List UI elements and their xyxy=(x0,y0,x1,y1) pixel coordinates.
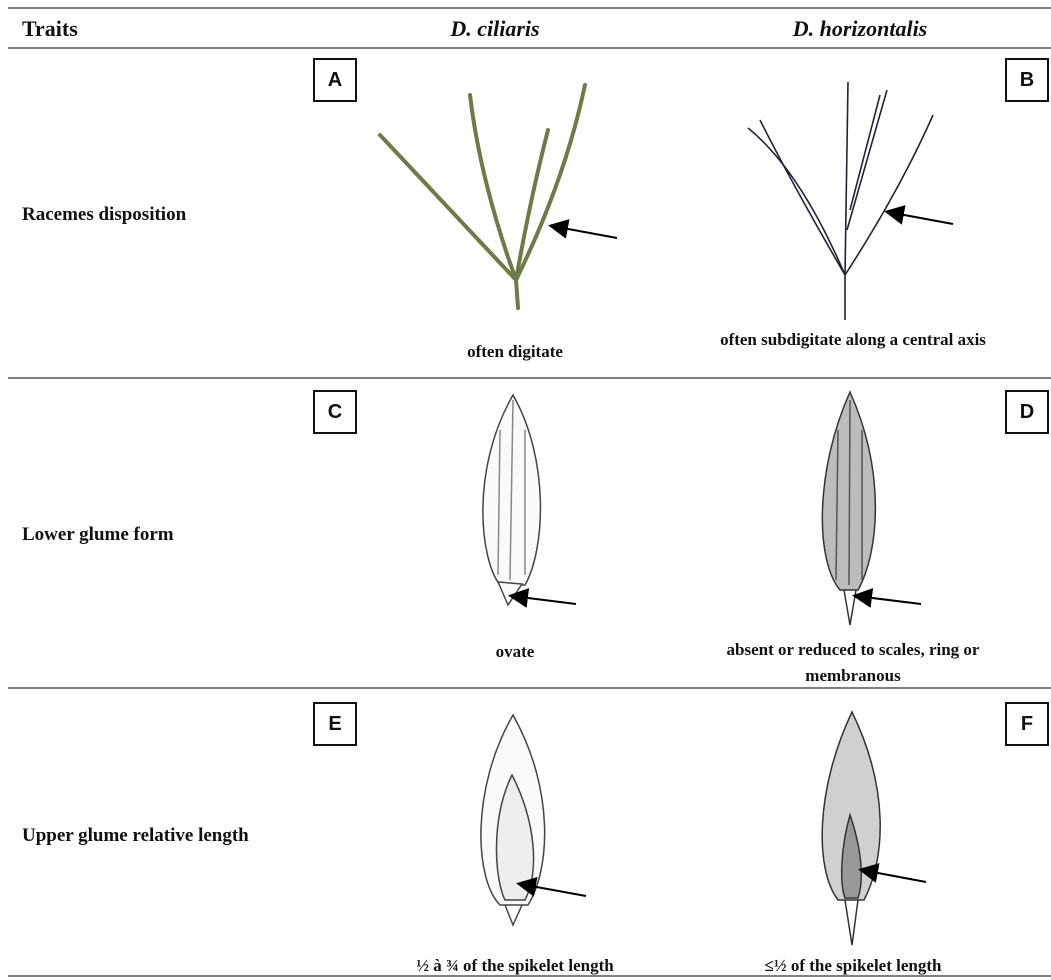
caption: often subdigitate along a central axis xyxy=(698,327,1008,353)
panel-letter: E xyxy=(313,702,357,746)
trait-label: Racemes disposition xyxy=(22,204,186,226)
panel-letter: A xyxy=(313,58,357,102)
illustration-c xyxy=(483,395,541,605)
illustration-a xyxy=(380,85,585,308)
illustration-d xyxy=(822,392,875,625)
header-traits: Traits xyxy=(22,16,78,42)
illustration-f xyxy=(822,712,880,945)
caption: absent or reduced to scales, ring or mem… xyxy=(698,637,1008,689)
page: Traits D. ciliaris D. horizontalis Racem… xyxy=(0,0,1051,980)
panel-letter: D xyxy=(1005,390,1049,434)
panel-letter: B xyxy=(1005,58,1049,102)
trait-label: Upper glume relative length xyxy=(22,825,249,847)
panel-letter: F xyxy=(1005,702,1049,746)
caption: ovate xyxy=(360,639,670,665)
trait-label: Lower glume form xyxy=(22,524,174,546)
caption: ½ à ¾ of the spikelet length xyxy=(360,953,670,979)
panel-letter: C xyxy=(313,390,357,434)
header-species: D. ciliaris xyxy=(430,16,560,42)
header-species: D. horizontalis xyxy=(770,16,950,42)
illustration-b xyxy=(748,82,933,320)
caption: ≤½ of the spikelet length xyxy=(698,953,1008,979)
illustration-e xyxy=(481,715,545,925)
arrows xyxy=(512,212,953,896)
caption: often digitate xyxy=(360,339,670,365)
